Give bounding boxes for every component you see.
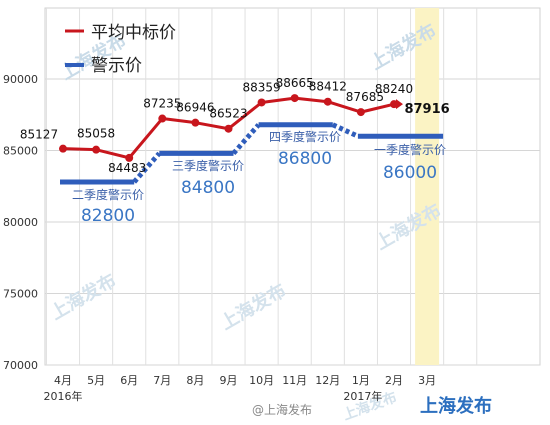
x-tick-label: 10月 <box>249 374 274 387</box>
x-tick-label: 6月 <box>120 374 138 387</box>
warning-segment-value: 82800 <box>81 206 135 226</box>
x-tick-label: 5月 <box>87 374 105 387</box>
y-axis: 70000 75000 80000 85000 90000 <box>3 73 38 372</box>
data-label: 84483 <box>108 161 146 175</box>
average-bid-point <box>257 98 266 107</box>
legend-label-average: 平均中标价 <box>91 23 176 43</box>
data-label: 88412 <box>309 80 347 94</box>
data-label: 85058 <box>77 127 115 141</box>
weibo-handle: @上海发布 <box>252 402 312 417</box>
data-label: 86523 <box>209 107 247 121</box>
y-tick-label: 90000 <box>3 73 38 86</box>
footer: @上海发布 上海发布 <box>252 395 492 417</box>
average-bid-point <box>125 153 134 162</box>
warning-segment-value: 84800 <box>181 178 235 198</box>
data-label: 85127 <box>20 128 58 142</box>
data-label: 88240 <box>375 82 413 96</box>
data-label: 86946 <box>176 101 214 115</box>
x-tick-label: 8月 <box>186 374 204 387</box>
x-tick-label: 9月 <box>220 374 238 387</box>
x-tick-label: 1月 <box>352 374 370 387</box>
average-bid-arrowhead <box>396 99 403 110</box>
year-label: 2016年 <box>44 389 83 403</box>
warning-segment-value: 86800 <box>278 149 332 169</box>
average-bid-point <box>290 94 299 103</box>
brand-logo: 上海发布 <box>420 395 492 417</box>
data-label: 87235 <box>143 97 181 111</box>
data-label: 88359 <box>243 80 281 94</box>
legend-label-warning: 警示价 <box>91 56 142 76</box>
forecast-label: 87916 <box>404 102 449 117</box>
warning-connector <box>231 123 261 156</box>
data-label: 88665 <box>276 76 314 90</box>
average-bid-point <box>356 108 365 117</box>
average-bid-point <box>224 124 233 133</box>
series-warning-price: 二季度警示价 82800 三季度警示价 84800 四季度警示价 86800 一季度警示价 8… <box>60 122 446 226</box>
x-tick-label: 4月 <box>54 374 72 387</box>
data-label: 87685 <box>346 90 384 104</box>
y-tick-label: 80000 <box>3 216 38 229</box>
grid-lines <box>44 7 541 366</box>
warning-segment-label: 四季度警示价 <box>269 129 341 144</box>
x-tick-label: 2月 <box>385 374 403 387</box>
warning-connector <box>331 122 359 139</box>
y-tick-label: 85000 <box>3 145 38 158</box>
forecast-highlight-band <box>415 8 440 365</box>
x-axis: 4月 5月 6月 7月 8月 9月 10月 11月 12月 1月 2月 3月 2016年 2017年 <box>44 374 437 403</box>
average-bid-point <box>92 145 101 154</box>
legend: 平均中标价 警示价 <box>65 23 176 76</box>
x-tick-label: 11月 <box>282 374 307 387</box>
average-bid-point <box>59 144 67 153</box>
average-bid-point <box>323 97 332 106</box>
average-bid-point <box>191 118 200 127</box>
warning-segment-label: 二季度警示价 <box>72 187 144 202</box>
warning-segment-value: 86000 <box>383 163 437 183</box>
year-label: 2017年 <box>343 389 382 403</box>
warning-segment-label: 一季度警示价 <box>374 142 446 157</box>
plot-area <box>44 7 541 366</box>
y-tick-label: 75000 <box>3 288 38 301</box>
x-tick-label: 12月 <box>315 374 340 387</box>
warning-segment-label: 三季度警示价 <box>172 158 244 173</box>
warning-connector <box>132 151 162 184</box>
average-bid-point <box>158 114 167 123</box>
y-tick-label: 70000 <box>3 359 38 372</box>
x-tick-label: 7月 <box>153 374 171 387</box>
x-tick-label: 3月 <box>418 374 436 387</box>
